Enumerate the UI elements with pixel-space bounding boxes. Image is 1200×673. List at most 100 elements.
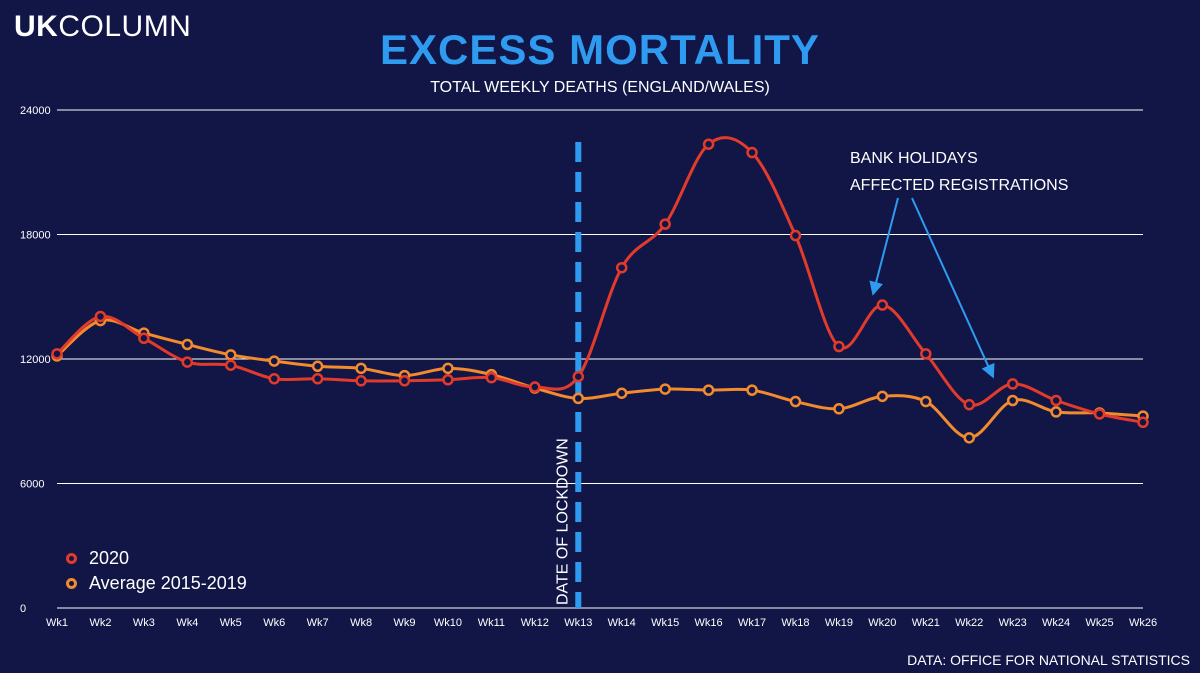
data-point [529, 381, 541, 393]
x-tick-label: Wk2 [89, 617, 111, 629]
series-2020 [51, 136, 1149, 429]
data-point [659, 218, 671, 230]
data-point [225, 359, 237, 371]
annotation-line-2: AFFECTED REGISTRATIONS [850, 177, 1068, 194]
x-tick-label: Wk16 [695, 617, 723, 629]
data-point [876, 299, 889, 311]
data-point [789, 395, 802, 408]
lockdown-marker: DATE OF LOCKDOWN [554, 142, 582, 608]
x-tick-label: Wk19 [825, 617, 853, 629]
data-point [398, 375, 411, 387]
x-tick-label: Wk14 [608, 617, 636, 629]
y-tick-label: 0 [20, 603, 26, 615]
x-tick-label: Wk22 [955, 617, 983, 629]
x-tick-label: Wk17 [738, 617, 766, 629]
logo-column: COLUMN [58, 10, 192, 43]
x-tick-label: Wk3 [133, 617, 155, 629]
data-point [963, 432, 975, 444]
data-point [138, 332, 150, 344]
data-source: DATA: OFFICE FOR NATIONAL STATISTICS [907, 652, 1190, 668]
legend-label-average: Average 2015-2019 [89, 573, 247, 593]
legend-marker-average [66, 578, 77, 589]
data-point [615, 387, 628, 399]
chart-subtitle: TOTAL WEEKLY DEATHS (ENGLAND/WALES) [430, 79, 770, 96]
data-point [1050, 394, 1062, 407]
data-point [920, 348, 932, 360]
series-line [56, 318, 1144, 440]
x-tick-label: Wk4 [176, 617, 198, 629]
chart-title: EXCESS MORTALITY [380, 26, 820, 73]
x-tick-label: Wk1 [46, 617, 68, 629]
x-tick-label: Wk21 [912, 617, 940, 629]
data-point [572, 392, 585, 405]
data-point [615, 261, 628, 274]
x-tick-label: Wk18 [781, 617, 809, 629]
y-tick-label: 6000 [20, 479, 44, 491]
y-tick-label: 12000 [20, 354, 51, 366]
data-point [572, 370, 585, 383]
data-point [181, 338, 194, 351]
data-point [442, 362, 454, 375]
data-point [355, 375, 367, 387]
legend: 2020 Average 2015-2019 [66, 546, 247, 596]
logo-uk: UK [14, 10, 59, 43]
legend-item-2020: 2020 [66, 546, 247, 571]
annotation-arrow-wk23 [911, 197, 995, 379]
y-axis-ticks: 0 6000 12000 18000 24000 [20, 105, 51, 615]
annotation-line-1: BANK HOLIDAYS [850, 150, 978, 167]
data-point [311, 372, 324, 385]
data-point [963, 398, 975, 411]
annotation-arrow-wk20 [869, 197, 899, 296]
lockdown-label: DATE OF LOCKDOWN [554, 438, 571, 605]
data-point [225, 349, 237, 361]
x-tick-label: Wk11 [478, 617, 505, 629]
x-tick-label: Wk15 [651, 617, 679, 629]
data-point [702, 384, 715, 396]
data-point [876, 390, 889, 403]
data-point [1050, 406, 1062, 418]
x-tick-label: Wk25 [1085, 617, 1113, 629]
x-tick-label: Wk20 [868, 617, 896, 629]
uk-column-logo: UKCOLUMN [14, 10, 191, 44]
x-tick-label: Wk26 [1129, 617, 1157, 629]
series-average [51, 314, 1149, 444]
data-point [746, 384, 758, 396]
data-point [833, 403, 845, 415]
data-point [833, 340, 845, 353]
data-point [789, 229, 802, 242]
data-point [268, 355, 280, 367]
data-point [1093, 408, 1106, 420]
data-point [659, 383, 671, 395]
data-point [355, 362, 367, 375]
data-point [181, 356, 194, 368]
data-point [268, 372, 280, 385]
x-tick-label: Wk5 [220, 617, 242, 629]
data-point [1006, 378, 1019, 390]
data-point [311, 360, 324, 373]
gridlines [57, 109, 1143, 609]
bank-holiday-annotation: BANK HOLIDAYS AFFECTED REGISTRATIONS [850, 150, 1068, 379]
x-tick-label: Wk24 [1042, 617, 1070, 629]
data-point [94, 310, 107, 323]
data-point [702, 138, 715, 150]
legend-label-2020: 2020 [89, 548, 130, 568]
data-point [746, 146, 758, 159]
x-tick-label: Wk23 [999, 617, 1027, 629]
y-tick-label: 24000 [20, 105, 51, 117]
x-tick-label: Wk7 [307, 617, 329, 629]
x-tick-label: Wk6 [263, 617, 285, 629]
x-axis-ticks: Wk1 Wk2 Wk3 Wk4 Wk5 Wk6 Wk7 Wk8 Wk9 Wk10 Wk11 Wk12 W… [46, 617, 1157, 629]
x-tick-label: Wk13 [564, 617, 592, 629]
data-point [485, 371, 498, 384]
legend-item-average: Average 2015-2019 [66, 571, 247, 596]
series-group [51, 136, 1149, 444]
data-point [442, 374, 454, 386]
y-tick-label: 18000 [20, 230, 51, 242]
data-point [1006, 394, 1019, 407]
x-tick-label: Wk12 [521, 617, 549, 629]
data-point [1137, 416, 1149, 429]
x-tick-label: Wk10 [434, 617, 462, 629]
data-point [920, 395, 932, 408]
x-tick-label: Wk9 [394, 617, 416, 629]
